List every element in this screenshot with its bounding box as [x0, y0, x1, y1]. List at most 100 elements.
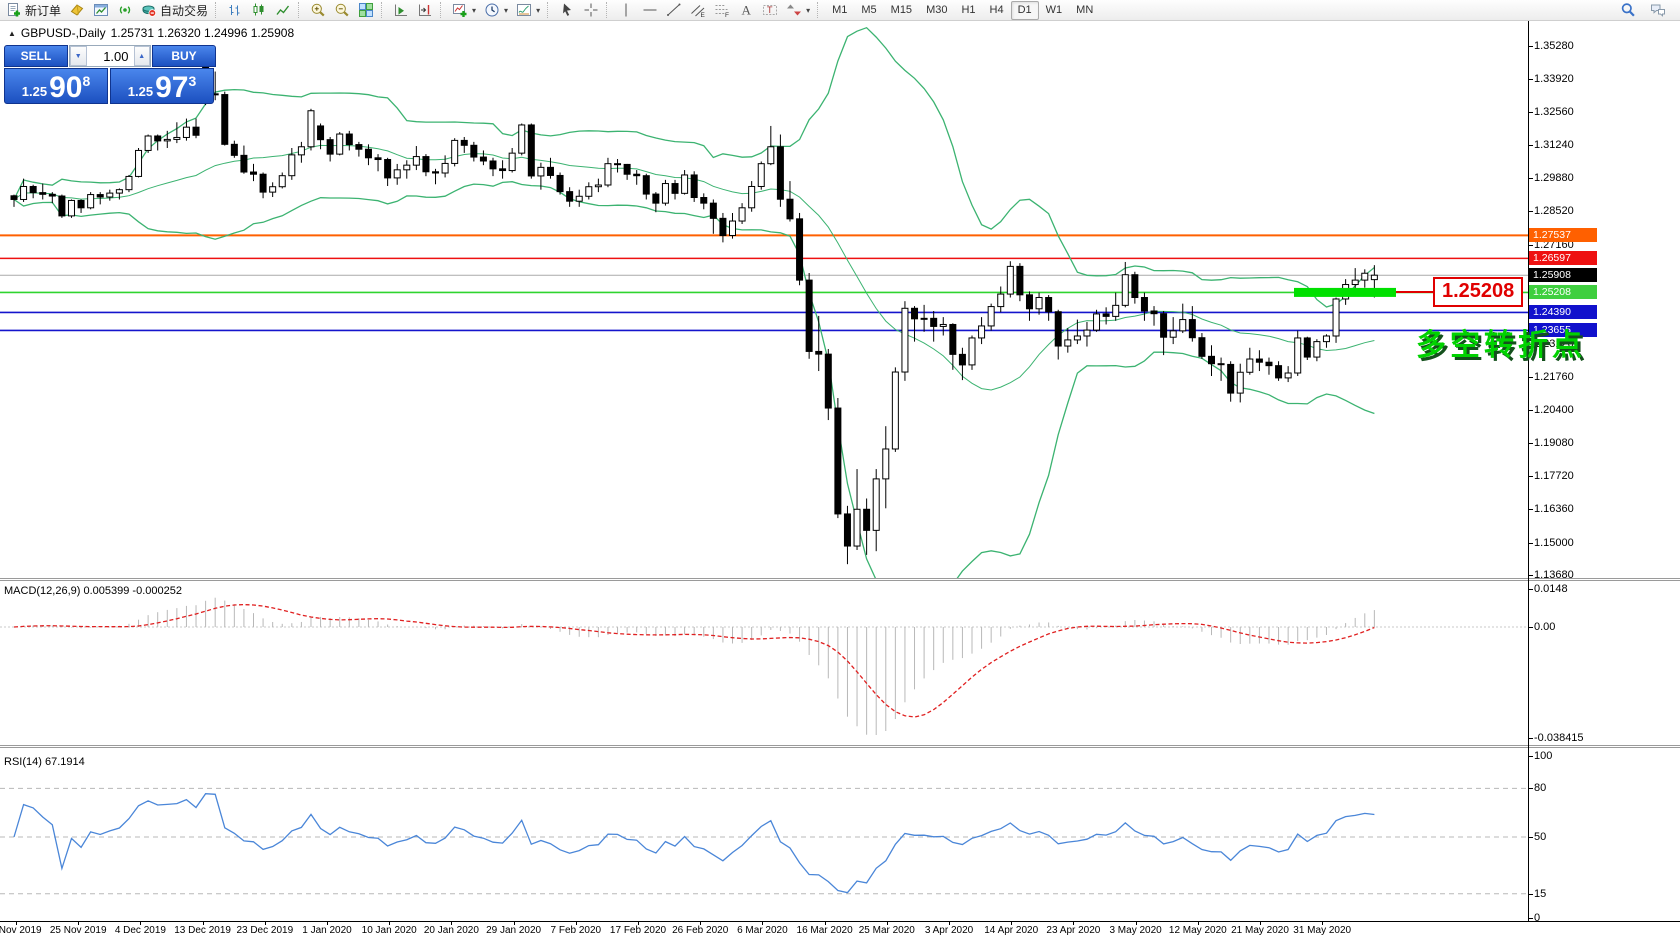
rsi-tick-mark: [1528, 918, 1533, 919]
timeframe-h1-button[interactable]: H1: [961, 4, 976, 16]
rsi-tick-label: 50: [1534, 831, 1547, 843]
toolbar-periods-button[interactable]: ▾: [480, 0, 512, 21]
sell-button[interactable]: SELL: [4, 45, 68, 67]
candle-body: [125, 175, 133, 191]
candle-body: [978, 325, 986, 339]
candle-body: [1006, 265, 1014, 295]
templates-icon: [517, 4, 532, 16]
macd-chart-canvas[interactable]: [0, 581, 1528, 745]
buy-button[interactable]: BUY: [152, 45, 216, 67]
date-tick-label: 3 Apr 2020: [924, 925, 974, 936]
toolbar-crosshair-button[interactable]: [579, 0, 603, 21]
toolbar-new-order-button[interactable]: 新订单: [2, 0, 65, 21]
window-divider[interactable]: [0, 578, 1680, 581]
toolbar-candles-button[interactable]: [247, 0, 271, 21]
turning-point-annotation[interactable]: 多空转折点: [1416, 329, 1586, 362]
toolbar-history-book-button[interactable]: [65, 0, 89, 21]
timeframe-m30-button[interactable]: M30: [926, 4, 948, 16]
window-divider[interactable]: [0, 745, 1680, 748]
buy-price-big: 97: [155, 71, 189, 104]
toolbar-trendline-button[interactable]: [662, 0, 686, 21]
toolbar-tile-windows-button[interactable]: [354, 0, 378, 21]
price-callout-box[interactable]: 1.25208: [1433, 277, 1524, 308]
timeframe-mn-button[interactable]: MN: [1076, 4, 1094, 16]
timeframe-m15-button[interactable]: M15: [890, 4, 913, 16]
candle-body: [527, 124, 535, 177]
candle-body: [930, 317, 938, 327]
timeframe-m5-button[interactable]: M5: [861, 4, 877, 16]
timeframe-d1-button[interactable]: D1: [1010, 0, 1039, 20]
toolbar-cursor-button[interactable]: [555, 0, 579, 21]
price-tick-mark: [1528, 376, 1533, 378]
toolbar-signals-button[interactable]: [113, 0, 137, 21]
volume-increase-button[interactable]: ▲: [133, 46, 150, 66]
dropdown-caret-icon: ▾: [806, 5, 811, 15]
one-click-trading-panel: SELL ▼ ▲ BUY 1.25 90 8 1.25 97 3: [4, 45, 216, 104]
candle-body: [336, 133, 344, 155]
candle-body: [661, 183, 669, 204]
toolbar-auto-scroll-button[interactable]: [389, 0, 413, 21]
rsi-tick-label: 0: [1534, 912, 1541, 924]
toolbar-zoom-out-button[interactable]: [330, 0, 354, 21]
buy-price-button[interactable]: 1.25 97 3: [110, 68, 214, 104]
candle-body: [786, 198, 794, 220]
candle-body: [546, 166, 554, 176]
toolbar-channel-button[interactable]: E: [686, 0, 710, 21]
search-icon: [1621, 3, 1635, 17]
toolbar-templates-button[interactable]: ▾: [512, 0, 544, 21]
highlight-trendline-segment[interactable]: [1294, 287, 1396, 297]
text-icon: A: [742, 3, 752, 18]
candle-body: [1102, 313, 1110, 317]
candle-body: [250, 171, 257, 175]
price-tick-mark: [1528, 343, 1533, 345]
date-tick-label: 6 Mar 2020: [737, 925, 788, 936]
volume-input[interactable]: [86, 46, 134, 66]
date-tick-label: 14 Apr 2020: [984, 925, 1039, 936]
toolbar-auto-trading-button[interactable]: 自动交易: [137, 0, 212, 21]
candle-body: [87, 194, 95, 209]
candle-body: [987, 306, 995, 327]
timeframe-h4-button[interactable]: H4: [989, 4, 1004, 16]
toolbar-zoom-in-button[interactable]: [306, 0, 330, 21]
toolbar-indicators-button[interactable]: ▾: [448, 0, 480, 21]
toolbar-vline-button[interactable]: [614, 0, 638, 21]
candle-body: [949, 323, 957, 355]
toolbar-fibonacci-button[interactable]: F: [710, 0, 734, 21]
toolbar-chat-button[interactable]: [1646, 0, 1670, 21]
chart-area[interactable]: 1.35280 1.33920 1.32560 1.31240 1.29880 1.285…: [0, 21, 1680, 942]
date-tick-mark: [762, 921, 764, 925]
timeframe-w1-button[interactable]: W1: [1045, 4, 1063, 16]
price-chart-canvas[interactable]: [0, 21, 1528, 578]
price-axis-border: [1528, 21, 1529, 922]
candle-body: [1016, 265, 1024, 296]
candle-body: [317, 125, 325, 141]
timeframe-m1-button[interactable]: M1: [832, 4, 848, 16]
toolbar-line-chart-button[interactable]: [271, 0, 295, 21]
toolbar-text-label-button[interactable]: T: [758, 0, 782, 21]
toolbar-hline-button[interactable]: [638, 0, 662, 21]
volume-decrease-button[interactable]: ▼: [70, 46, 87, 66]
date-tick-label: 23 Dec 2019: [236, 925, 294, 936]
rsi-chart-canvas[interactable]: [0, 748, 1528, 921]
toolbar-search-button[interactable]: [1616, 0, 1640, 21]
candle-body: [29, 185, 37, 194]
toolbar-bars-button[interactable]: [223, 0, 247, 21]
dropdown-caret-icon: ▾: [536, 5, 541, 15]
sell-price-button[interactable]: 1.25 90 8: [4, 68, 108, 104]
candle-body: [681, 174, 689, 194]
date-tick-label: 29 Jan 2020: [486, 925, 542, 936]
date-tick-mark: [1322, 921, 1324, 925]
text-label-icon: T: [763, 5, 778, 15]
candle-body: [230, 143, 238, 156]
candle-body: [757, 163, 765, 187]
candle-body: [364, 148, 372, 159]
candle-body: [10, 195, 18, 200]
toolbar-text-button[interactable]: A: [734, 0, 758, 21]
toolbar-arrows-button[interactable]: ▾: [782, 0, 814, 21]
toolbar-chart-shift-button[interactable]: [413, 0, 437, 21]
candle-body: [556, 174, 564, 193]
fibonacci-icon: F: [715, 5, 729, 18]
candle-body: [911, 307, 919, 320]
candle-body: [499, 168, 507, 172]
toolbar-chart-window-button[interactable]: [89, 0, 113, 21]
